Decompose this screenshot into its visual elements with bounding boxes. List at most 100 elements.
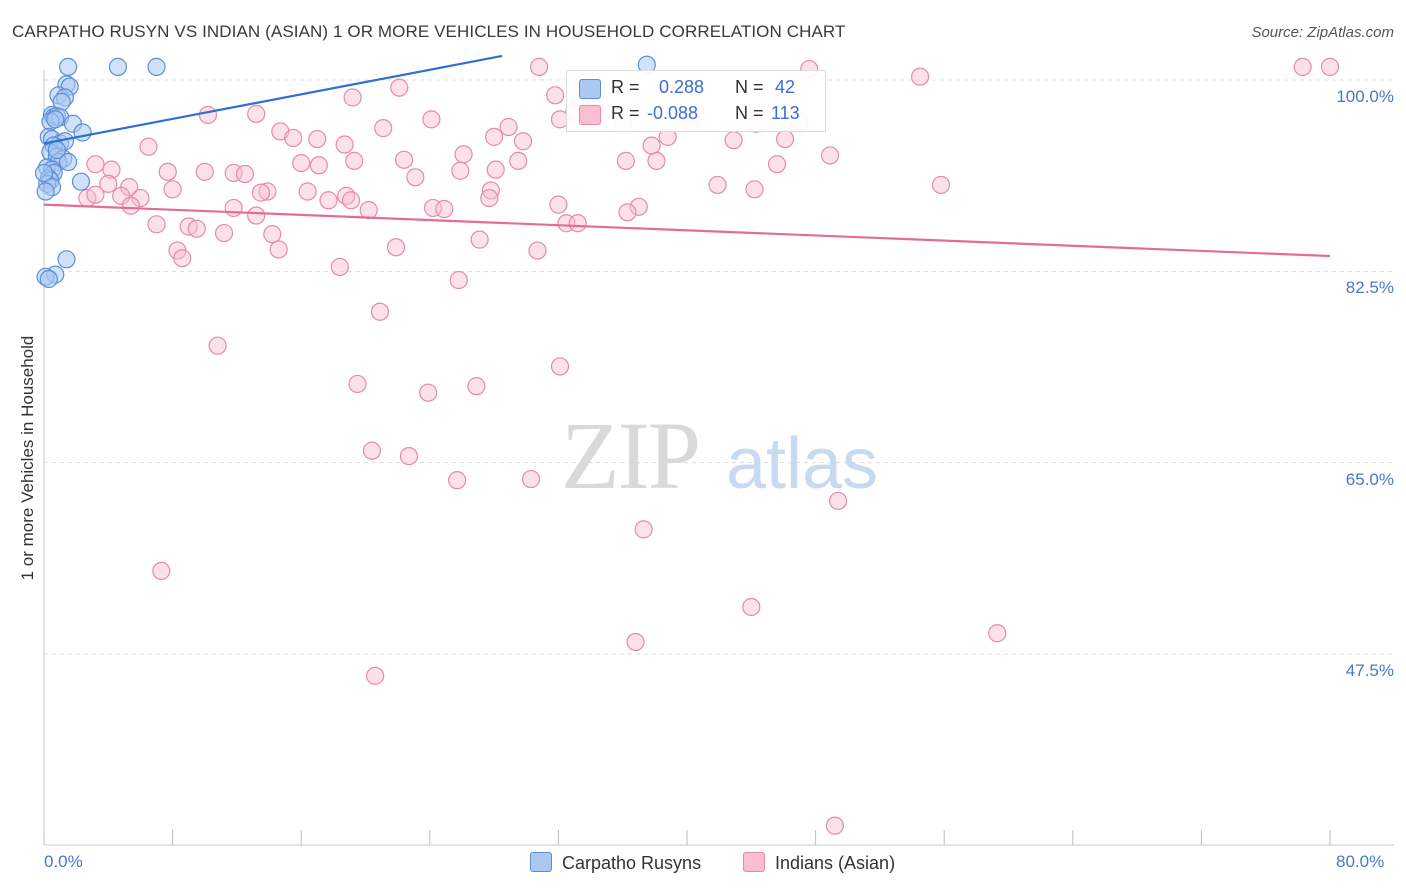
watermark-atlas: atlas xyxy=(726,424,878,504)
carpatho-point-35 xyxy=(36,182,55,201)
chart-source: Source: ZipAtlas.com xyxy=(1251,24,1394,41)
indian-point-84 xyxy=(470,230,489,249)
indian-point-5 xyxy=(390,78,409,97)
indian-point-108 xyxy=(988,624,1007,643)
indian-point-59 xyxy=(745,180,764,199)
indian-trend-line xyxy=(43,203,1331,258)
indian-point-57 xyxy=(481,181,500,200)
indian-point-2 xyxy=(1293,57,1312,76)
indian-point-23 xyxy=(374,119,393,138)
indian-point-48 xyxy=(406,168,425,187)
indian-point-34 xyxy=(509,151,528,171)
indian-point-14 xyxy=(499,117,518,137)
indian-point-71 xyxy=(247,206,266,225)
indian-point-96 xyxy=(348,374,367,394)
y-tick-label: 47.5% xyxy=(1345,661,1394,680)
indian-point-88 xyxy=(173,249,192,268)
indian-point-70 xyxy=(224,198,243,218)
indian-point-35 xyxy=(616,151,636,171)
legend-item-carpatho[interactable]: Carpatho Rusyns xyxy=(530,852,701,874)
indian-point-41 xyxy=(102,160,121,179)
carpatho-point-32 xyxy=(71,172,91,191)
indian-point-95 xyxy=(550,357,570,376)
legend-item-indian[interactable]: Indians (Asian) xyxy=(743,852,895,874)
indian-point-94 xyxy=(208,336,227,355)
carpatho-point-26 xyxy=(59,152,78,172)
indian-point-103 xyxy=(634,520,653,539)
indian-point-29 xyxy=(139,137,158,156)
indian-point-98 xyxy=(467,377,486,396)
indian-point-46 xyxy=(292,153,311,173)
carpatho-point-16 xyxy=(73,123,92,142)
indian-point-25 xyxy=(513,132,533,151)
indian-point-75 xyxy=(549,195,568,214)
indian-point-105 xyxy=(152,561,171,581)
indian-point-65 xyxy=(251,183,271,202)
indian-point-54 xyxy=(258,182,277,201)
indian-point-53 xyxy=(163,180,182,199)
indian-point-38 xyxy=(820,146,840,165)
chart-title: CARPATHO RUSYN VS INDIAN (ASIAN) 1 OR MO… xyxy=(12,22,846,41)
indian-point-74 xyxy=(435,199,454,219)
carpatho-point-40 xyxy=(34,163,54,183)
indian-point-80 xyxy=(187,219,206,238)
carpatho-point-14 xyxy=(46,110,65,129)
indian-point-68 xyxy=(480,188,499,208)
carpatho-point-0 xyxy=(59,57,78,76)
carpatho-point-36 xyxy=(57,250,76,269)
indian-point-28 xyxy=(775,129,795,149)
legend-n-value: 113 xyxy=(771,103,800,123)
indian-point-30 xyxy=(335,135,354,154)
legend-label-indian: Indians (Asian) xyxy=(775,853,896,873)
carpatho-point-2 xyxy=(147,57,166,76)
indian-point-104 xyxy=(829,491,848,511)
legend-label-carpatho: Carpatho Rusyns xyxy=(562,853,702,873)
carpatho-point-41 xyxy=(47,140,66,160)
indian-point-13 xyxy=(422,110,441,129)
indian-point-40 xyxy=(86,155,105,174)
indian-point-21 xyxy=(284,128,303,148)
legend-row-carpatho: R = 0.288 N = 42 xyxy=(567,75,825,101)
carpatho-point-39 xyxy=(39,269,58,289)
indian-point-63 xyxy=(112,186,131,205)
indian-point-36 xyxy=(647,151,666,171)
series-legend: Carpatho Rusyns Indians (Asian) xyxy=(0,852,1406,878)
indian-point-58 xyxy=(708,175,727,195)
indian-point-69 xyxy=(121,196,140,215)
indian-point-3 xyxy=(1320,57,1340,76)
indian-point-43 xyxy=(195,162,214,181)
indian-point-101 xyxy=(448,471,467,490)
indian-point-91 xyxy=(449,270,468,290)
indian-point-107 xyxy=(626,632,645,652)
x-tick-label-min: 0.0% xyxy=(44,852,83,871)
indian-point-100 xyxy=(362,441,382,460)
carpatho-trend-line xyxy=(43,54,503,145)
y-tick-label: 100.0% xyxy=(1336,87,1394,106)
indian-point-31 xyxy=(394,150,414,169)
indian-point-49 xyxy=(451,161,470,180)
indian-point-62 xyxy=(86,185,105,204)
indian-point-93 xyxy=(370,302,390,321)
indian-point-45 xyxy=(235,164,255,184)
legend-r-label: R = xyxy=(611,103,640,123)
legend-r-value: -0.088 xyxy=(647,103,699,123)
indian-point-10 xyxy=(343,88,362,107)
indian-point-106 xyxy=(742,597,761,617)
indian-point-67 xyxy=(341,191,361,210)
y-tick-label: 82.5% xyxy=(1345,278,1394,298)
indian-point-89 xyxy=(269,240,288,259)
indian-point-86 xyxy=(568,214,587,233)
indian-point-92 xyxy=(528,241,547,260)
indian-point-82 xyxy=(263,225,282,244)
indian-point-11 xyxy=(198,105,218,125)
indian-point-22 xyxy=(308,129,327,149)
indian-point-90 xyxy=(330,257,349,277)
carpatho-point-1 xyxy=(108,57,128,76)
indian-point-4 xyxy=(910,67,930,86)
legend-row-indian: R = -0.088 N = 113 xyxy=(567,101,825,127)
x-tick-label-max: 80.0% xyxy=(1336,852,1385,871)
indian-point-109 xyxy=(366,666,385,685)
y-tick-label: 65.0% xyxy=(1345,469,1394,489)
watermark-zip: ZIP xyxy=(561,402,699,509)
indian-point-76 xyxy=(629,197,648,216)
